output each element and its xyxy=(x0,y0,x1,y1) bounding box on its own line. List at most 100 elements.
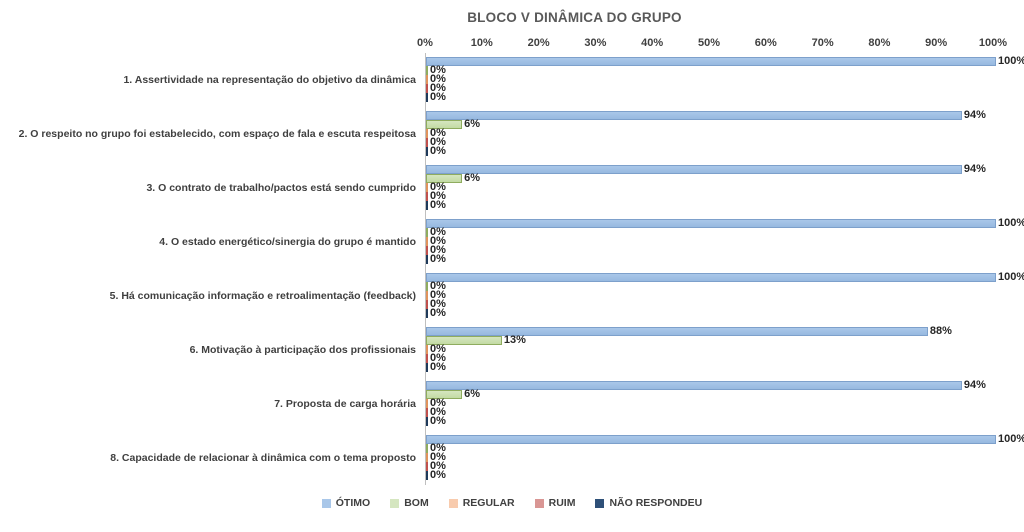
data-label: 0% xyxy=(430,469,446,481)
bar-line: 100% xyxy=(426,56,1024,67)
bar-line: 100% xyxy=(426,217,1024,229)
bar-line: 0% xyxy=(426,83,1024,94)
category-row: 7. Proposta de carga horária 94% 6% 0% 0% 0% xyxy=(0,377,1024,431)
bar-line: 0% xyxy=(426,397,1024,409)
bar-ótimo xyxy=(426,273,996,282)
bar-line: 0% xyxy=(426,343,1024,355)
category-label: 5. Há comunicação informação e retroalim… xyxy=(109,289,416,302)
bars-cell: 100% 0% 0% 0% 0% xyxy=(425,431,1024,485)
bar-regular xyxy=(426,453,428,462)
bar-line: 94% xyxy=(426,380,1024,391)
bar-line: 13% xyxy=(426,335,1024,346)
bar-line: 0% xyxy=(426,74,1024,85)
category-row: 2. O respeito no grupo foi estabelecido,… xyxy=(0,107,1024,161)
bar-ruim xyxy=(426,138,428,147)
bar-bom xyxy=(426,444,428,453)
bar-line: 6% xyxy=(426,173,1024,184)
bar-line: 0% xyxy=(426,280,1024,292)
bar-line: 100% xyxy=(426,272,1024,283)
bar-não-respondeu xyxy=(426,363,428,372)
legend: ÓTIMO BOM REGULAR RUIM NÃO RESPONDEU xyxy=(0,497,1024,509)
data-label: 0% xyxy=(430,199,446,211)
bar-line: 0% xyxy=(426,245,1024,256)
x-axis-tick: 100% xyxy=(978,37,1008,49)
data-label: 0% xyxy=(430,361,446,373)
bar-ótimo xyxy=(426,165,962,174)
bar-bom xyxy=(426,390,463,399)
data-label: 0% xyxy=(430,280,446,292)
bar-não-respondeu xyxy=(426,93,428,102)
bar-line: 0% xyxy=(426,128,1024,139)
data-label: 0% xyxy=(430,397,446,409)
bar-line: 0% xyxy=(426,443,1024,454)
x-axis-tick: 10% xyxy=(470,37,493,49)
bar-line: 0% xyxy=(426,461,1024,472)
legend-label: NÃO RESPONDEU xyxy=(609,497,703,509)
data-label: 0% xyxy=(430,253,446,265)
bars-cell: 94% 6% 0% 0% 0% xyxy=(425,161,1024,215)
bar-ótimo xyxy=(426,435,996,444)
category-label: 3. O contrato de trabalho/pactos está se… xyxy=(146,181,416,194)
x-axis-tick: 30% xyxy=(584,37,607,49)
bar-ótimo xyxy=(426,57,996,66)
bars-cell: 94% 6% 0% 0% 0% xyxy=(425,107,1024,161)
bar-line: 88% xyxy=(426,326,1024,337)
legend-swatch xyxy=(595,498,605,508)
legend-item-ótimo: ÓTIMO xyxy=(321,497,370,509)
category-label: 8. Capacidade de relacionar à dinâmica c… xyxy=(110,451,416,464)
bar-regular xyxy=(426,399,428,408)
data-label: 0% xyxy=(430,64,446,76)
bar-bom xyxy=(426,174,463,183)
data-label: 0% xyxy=(430,343,446,355)
data-label: 0% xyxy=(430,136,446,148)
data-label: 0% xyxy=(430,406,446,418)
bar-line: 0% xyxy=(426,64,1024,76)
legend-swatch xyxy=(390,498,400,508)
category-row: 5. Há comunicação informação e retroalim… xyxy=(0,269,1024,323)
data-label: 100% xyxy=(998,217,1024,229)
bar-regular xyxy=(426,183,428,192)
bars-cell: 94% 6% 0% 0% 0% xyxy=(425,377,1024,431)
data-label: 0% xyxy=(430,307,446,319)
bars-cell: 100% 0% 0% 0% 0% xyxy=(425,269,1024,323)
bar-line: 94% xyxy=(426,110,1024,121)
data-label: 0% xyxy=(430,415,446,427)
bar-line: 100% xyxy=(426,434,1024,445)
bar-ruim xyxy=(426,462,428,471)
bar-line: 0% xyxy=(426,406,1024,418)
legend-label: BOM xyxy=(404,497,429,509)
bar-line: 0% xyxy=(426,181,1024,193)
data-label: 0% xyxy=(430,181,446,193)
legend-item-ruim: RUIM xyxy=(534,497,576,509)
x-axis-tick: 50% xyxy=(697,37,721,49)
bar-ruim xyxy=(426,354,428,363)
legend-label: RUIM xyxy=(548,497,576,509)
bar-line: 0% xyxy=(426,361,1024,373)
bar-line: 0% xyxy=(426,307,1024,319)
bar-bom xyxy=(426,228,428,237)
bar-ótimo xyxy=(426,381,962,390)
bar-não-respondeu xyxy=(426,309,428,318)
bar-line: 0% xyxy=(426,236,1024,247)
bar-ruim xyxy=(426,192,428,201)
category-row: 1. Assertividade na representação do obj… xyxy=(0,53,1024,107)
legend-item-não-respondeu: NÃO RESPONDEU xyxy=(595,497,702,509)
legend-label: REGULAR xyxy=(462,497,515,509)
bar-ruim xyxy=(426,84,428,93)
bar-bom xyxy=(426,120,463,129)
bar-line: 0% xyxy=(426,299,1024,310)
data-label: 0% xyxy=(430,451,446,463)
bar-line: 0% xyxy=(426,145,1024,157)
legend-item-bom: BOM xyxy=(390,497,429,509)
x-axis-tick: 0% xyxy=(417,37,433,49)
category-row: 3. O contrato de trabalho/pactos está se… xyxy=(0,161,1024,215)
bar-line: 0% xyxy=(426,191,1024,202)
plot-area: 1. Assertividade na representação do obj… xyxy=(0,53,1024,485)
bar-ruim xyxy=(426,300,428,309)
bar-regular xyxy=(426,75,428,84)
data-label: 0% xyxy=(430,145,446,157)
data-label: 6% xyxy=(464,388,480,400)
bars-cell: 100% 0% 0% 0% 0% xyxy=(425,53,1024,107)
bar-line: 0% xyxy=(426,227,1024,238)
